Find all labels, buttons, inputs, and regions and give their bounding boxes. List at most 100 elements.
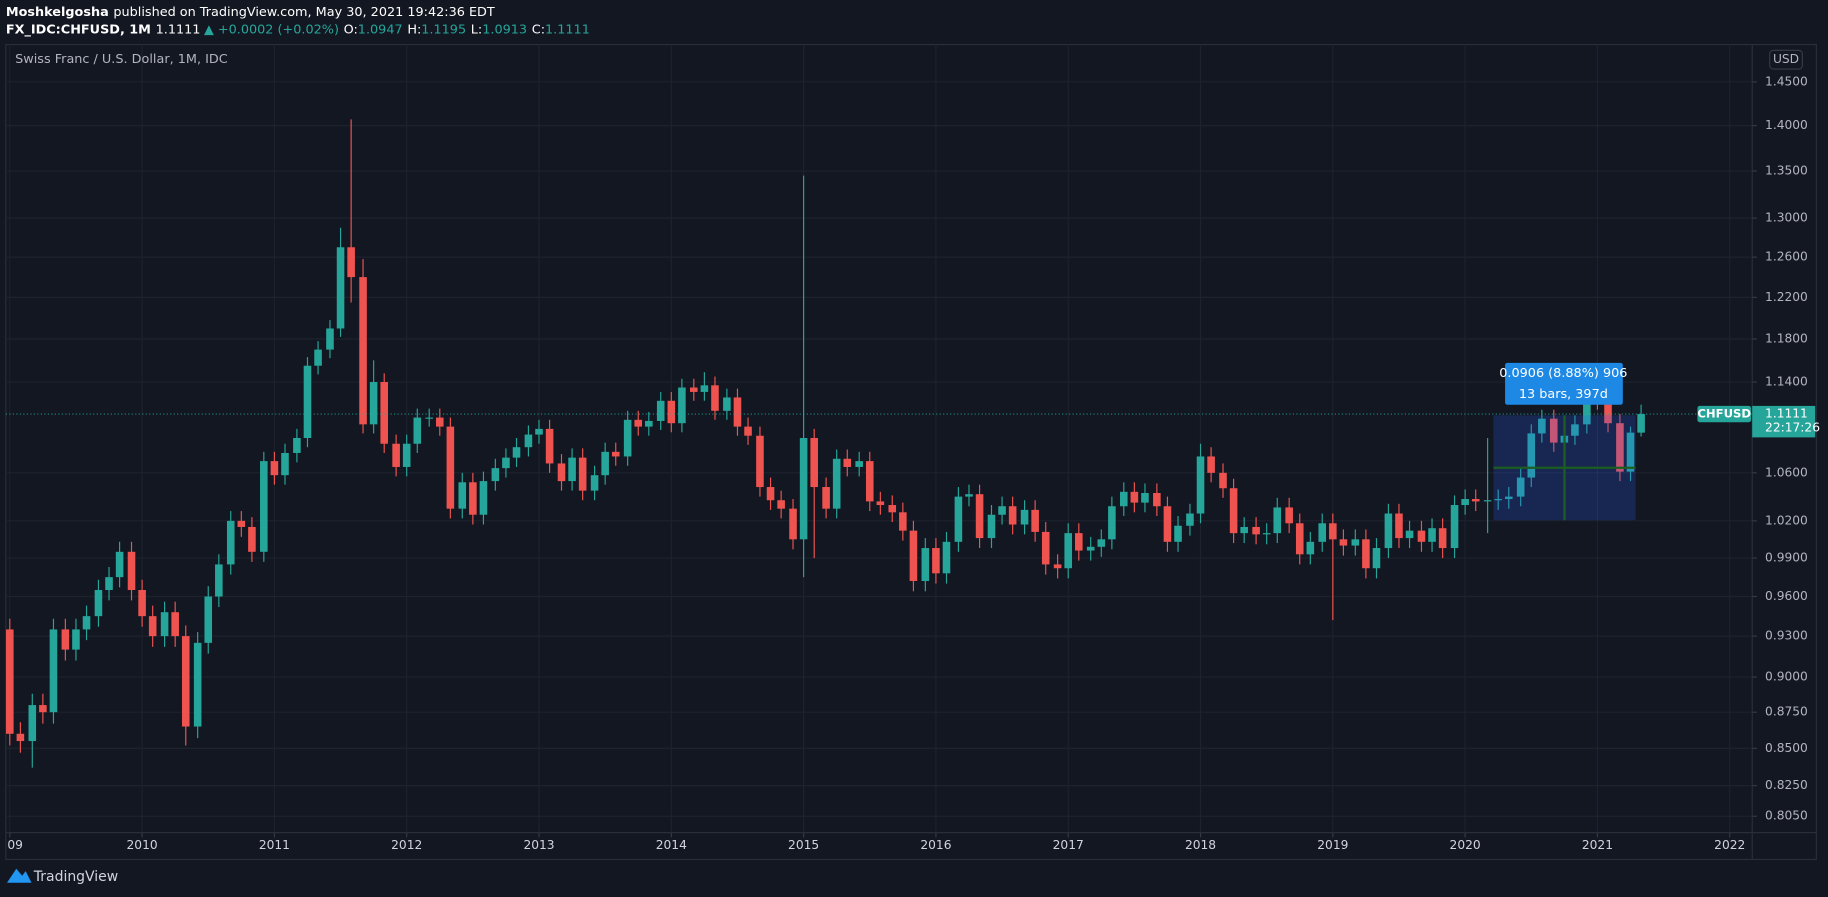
- candle-body: [512, 447, 521, 458]
- candle-body: [226, 520, 235, 565]
- candle-body: [1119, 491, 1128, 507]
- candle-body: [1504, 496, 1513, 500]
- candle-body: [281, 452, 289, 476]
- candle-body: [1163, 506, 1172, 542]
- candle-body: [711, 385, 719, 411]
- candle-body: [1494, 499, 1502, 501]
- candle-body: [865, 461, 874, 502]
- candle-body: [690, 387, 698, 392]
- countdown: 22:17:26: [1765, 421, 1820, 435]
- chart-frame: [5, 43, 1817, 861]
- y-tick-label: 0.9900: [1765, 551, 1808, 565]
- candle-body: [127, 551, 136, 591]
- logo-icon: [6, 868, 32, 883]
- candle-body: [1064, 533, 1073, 569]
- candle-body: [1053, 564, 1062, 569]
- candle-body: [1318, 523, 1327, 542]
- candle-body: [1186, 513, 1194, 526]
- x-tick-label: 2010: [127, 838, 158, 852]
- candle-body: [1229, 488, 1238, 534]
- candle-body: [1637, 414, 1645, 433]
- candle-body: [28, 705, 37, 742]
- candle-body: [524, 434, 533, 448]
- candle-body: [545, 428, 554, 464]
- currency-button[interactable]: [1769, 49, 1803, 70]
- candle-body: [1285, 507, 1293, 524]
- candle-body: [347, 247, 355, 278]
- candle-body: [491, 468, 500, 482]
- l-label: L:: [471, 22, 482, 37]
- x-tick-label: 2014: [656, 838, 687, 852]
- candle-body: [260, 461, 268, 552]
- candle-body: [843, 458, 852, 467]
- candle-body: [435, 417, 444, 427]
- currency[interactable]: USD: [1773, 52, 1799, 66]
- candle-body: [965, 494, 973, 497]
- candle-body: [1141, 493, 1149, 503]
- candle-body: [314, 349, 322, 366]
- x-tick-label: 2016: [920, 838, 951, 852]
- candle-body: [469, 482, 477, 515]
- candle-body: [932, 548, 940, 574]
- candle-body: [160, 612, 169, 637]
- candle-body: [49, 629, 58, 713]
- candle-body: [899, 512, 907, 531]
- author: Moshkelgosha: [6, 4, 109, 19]
- candle-body: [1108, 506, 1116, 540]
- y-tick-label: 1.0600: [1765, 465, 1808, 479]
- y-tick-label: 0.8750: [1765, 705, 1808, 719]
- symbol-tag: CHFUSD: [1697, 407, 1751, 421]
- h-label: H:: [407, 22, 421, 37]
- x-tick-label: 2020: [1450, 838, 1481, 852]
- candle-body: [1008, 506, 1017, 525]
- overlay: 0.0906 (8.88%) 906 13 bars, 397d: [1493, 362, 1636, 521]
- candle-body: [380, 382, 389, 444]
- candle-body: [193, 642, 202, 727]
- candle-body: [1086, 546, 1095, 551]
- candle-body: [822, 487, 830, 509]
- candle-body: [458, 482, 467, 509]
- candle-body: [446, 426, 455, 509]
- candle-body: [369, 382, 378, 425]
- candle-body: [1362, 539, 1370, 569]
- publish-line: Moshkelgosha published on TradingView.com…: [6, 4, 495, 19]
- candle-body: [909, 530, 918, 581]
- candle-body: [1252, 526, 1260, 535]
- candle-body: [1461, 499, 1469, 506]
- candle-body: [921, 548, 930, 581]
- candle-body: [336, 247, 345, 329]
- o-label: O:: [344, 22, 358, 37]
- y-tick-label: 1.2200: [1765, 290, 1808, 304]
- candle-body: [1538, 418, 1546, 434]
- l-value: 1.0913: [482, 22, 527, 37]
- candle-body: [1604, 400, 1612, 424]
- candle-body: [413, 417, 422, 444]
- candle-body: [425, 417, 433, 419]
- candle-body: [832, 458, 841, 509]
- x-tick-label: 2013: [523, 838, 554, 852]
- footer-brand: TradingView: [33, 869, 118, 885]
- c-value: 1.1111: [545, 22, 590, 37]
- candle-body: [303, 365, 312, 439]
- candle-body: [1219, 472, 1227, 489]
- candle-body: [667, 400, 676, 424]
- candle-body: [105, 577, 113, 591]
- candle-body: [1571, 424, 1579, 436]
- candle-body: [215, 564, 223, 597]
- x-tick-label: 2017: [1053, 838, 1084, 852]
- candle-body: [1031, 509, 1039, 532]
- candle-body: [1471, 499, 1480, 502]
- symbol-line: FX_IDC:CHFUSD, 1M 1.1111 ▲ +0.0002 (+0.02%…: [6, 22, 590, 37]
- candle-body: [799, 438, 808, 540]
- candle-body: [777, 500, 785, 509]
- candle-body: [1395, 513, 1403, 539]
- candle-body: [1153, 493, 1161, 507]
- axes: 0.8050 0.8250 0.8500 0.8750 0.9000 0.9300 0.96…: [5, 74, 1820, 852]
- candle-body: [1516, 477, 1525, 497]
- candle-body: [1020, 509, 1029, 525]
- candle-body: [270, 461, 279, 476]
- candle-body: [1626, 432, 1635, 472]
- candle-body: [326, 328, 334, 350]
- y-tick-label: 1.3000: [1765, 211, 1808, 225]
- candle-body: [402, 443, 411, 467]
